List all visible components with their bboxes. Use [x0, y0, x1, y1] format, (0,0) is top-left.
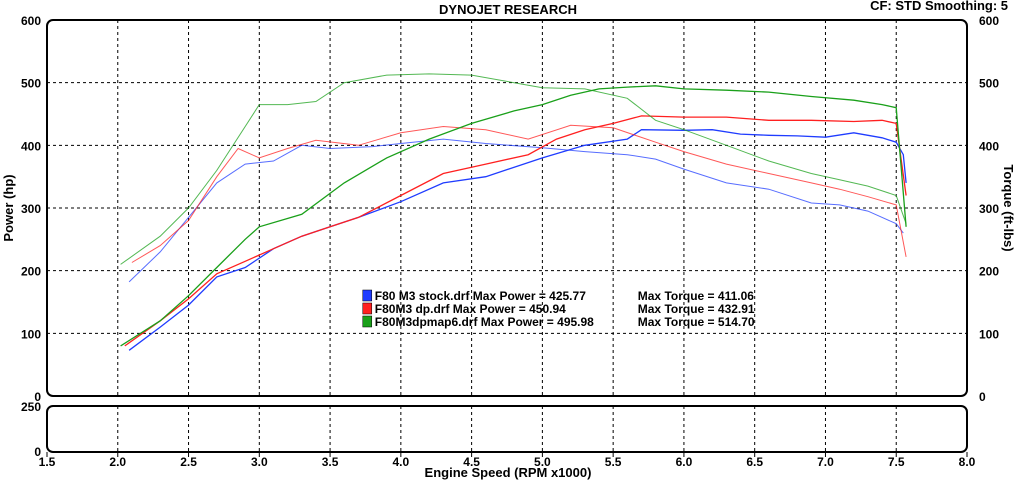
y2-tick-label: 400	[979, 139, 999, 153]
y-tick-label: 100	[21, 327, 41, 341]
legend-entry: F80M3dpmap6.drf Max Power = 495.98	[375, 315, 594, 329]
x-tick-label: 2.0	[109, 455, 126, 469]
legend: F80 M3 stock.drf Max Power = 425.77 Max T…	[362, 289, 755, 329]
y2-tick-label: 200	[979, 265, 999, 279]
series-line-torque	[120, 73, 907, 265]
x-tick-label: 3.0	[251, 455, 268, 469]
x-tick-label: 7.0	[817, 455, 834, 469]
legend-entry: F80 M3 stock.drf Max Power = 425.77	[375, 289, 586, 303]
series-line-power	[124, 115, 907, 347]
y2-tick-label: 100	[979, 327, 999, 341]
x-tick-label: 5.5	[605, 455, 622, 469]
y2-tick-label: 600	[979, 14, 999, 28]
y-tick-label: 200	[21, 265, 41, 279]
y-tick-label: 600	[21, 14, 41, 28]
x-tick-label: 1.5	[39, 455, 56, 469]
x-tick-label: 5.0	[534, 455, 551, 469]
legend-torque: Max Torque = 514.70	[638, 315, 755, 329]
legend-swatch	[362, 289, 373, 302]
x-tick-label: 7.5	[888, 455, 905, 469]
legend-entry: F80M3 dp.drf Max Power = 450.94	[375, 302, 566, 316]
series-line-power	[128, 129, 907, 351]
y2-tick-label: 500	[979, 77, 999, 91]
x-tick-label: 4.5	[463, 455, 480, 469]
y2-tick-label: 300	[979, 202, 999, 216]
y-tick-label: 300	[21, 202, 41, 216]
sub-y-tick-label: 250	[21, 400, 41, 414]
sub-plot-frame	[46, 405, 968, 453]
x-axis-label: Engine Speed (RPM x1000)	[425, 465, 592, 480]
x-tick-label: 6.0	[676, 455, 693, 469]
y2-tick-label: 0	[979, 390, 986, 404]
sub-y-tick-label: 0	[34, 445, 41, 459]
axis-ticks: 1.5 2.0 2.5 3.0 3.5 4.0 4.5 5.0 5.5 6.0 6.5 7.0 7.5 8…	[21, 14, 999, 469]
y-tick-label: 500	[21, 77, 41, 91]
x-tick-label: 6.5	[746, 455, 763, 469]
chart-info: CF: STD Smoothing: 5	[870, 0, 1008, 13]
series-line-torque	[131, 124, 907, 263]
legend-torque: Max Torque = 411.06	[638, 289, 754, 303]
legend-torque: Max Torque = 432.91	[638, 302, 755, 316]
x-tick-label: 3.5	[322, 455, 339, 469]
legend-swatch	[362, 315, 373, 328]
x-tick-label: 8.0	[959, 455, 976, 469]
series-lines	[120, 73, 907, 351]
series-line-torque	[128, 138, 904, 283]
y-tick-label: 400	[21, 139, 41, 153]
series-line-power	[120, 85, 907, 347]
y-axis-label: Power (hp)	[1, 174, 16, 241]
x-tick-label: 2.5	[180, 455, 197, 469]
y2-axis-label: Torque (ft-lbs)	[1001, 164, 1016, 251]
chart-title: DYNOJET RESEARCH	[439, 2, 577, 17]
legend-swatch	[362, 302, 373, 315]
x-tick-label: 4.0	[393, 455, 410, 469]
y-tick-label: 0	[34, 390, 41, 404]
